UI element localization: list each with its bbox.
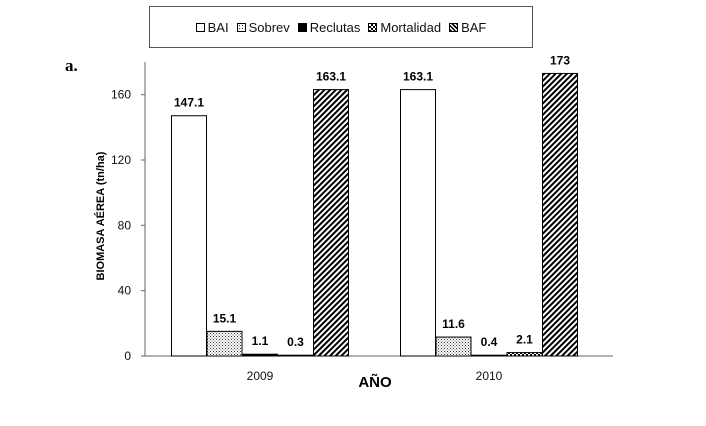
legend-item-mortalidad: Mortalidad <box>368 20 441 35</box>
data-label-sobrev-2010: 11.6 <box>442 317 465 331</box>
panel-label: a. <box>65 56 78 75</box>
data-label-reclutas-2010: 0.4 <box>481 335 498 349</box>
legend-item-baf: BAF <box>449 20 486 35</box>
bar-baf-2009 <box>313 89 349 357</box>
data-label-bai-2009: 147.1 <box>174 96 204 110</box>
legend-swatch-reclutas <box>297 22 307 32</box>
legend-item-bai: BAI <box>195 19 229 35</box>
legend-label-baf: BAF <box>461 19 487 35</box>
legend-label-mortalidad: Mortalidad <box>380 19 442 35</box>
legend-item-sobrev: Sobrev <box>236 19 290 35</box>
bar-sobrev-2010 <box>435 336 472 357</box>
bar-baf-2010 <box>542 72 578 357</box>
bar-sobrev-2009 <box>206 330 243 357</box>
legend-swatch-bai <box>195 22 205 32</box>
data-label-baf-2009: 163.1 <box>316 70 346 84</box>
legend-swatch-sobrev <box>236 22 246 32</box>
bar-mortalidad-2009 <box>277 354 314 357</box>
data-label-mortalidad-2010: 2.1 <box>516 333 533 347</box>
bar-mortalidad-2010 <box>506 352 543 357</box>
y-tick-label: 0 <box>124 349 131 363</box>
legend-item-reclutas: Reclutas <box>297 19 361 35</box>
y-tick-label: 40 <box>118 284 132 298</box>
data-label-reclutas-2009: 1.1 <box>252 334 269 348</box>
data-label-sobrev-2009: 15.1 <box>213 311 237 325</box>
x-tick-label: 2010 <box>476 369 503 383</box>
y-axis-label: BIOMASA AÉREA (tn/ha) <box>95 151 107 281</box>
bar-bai-2009 <box>171 115 207 357</box>
y-tick-label: 120 <box>111 153 131 167</box>
bar-reclutas-2010 <box>471 354 507 357</box>
chart-legend: BAI Sobrev Reclutas Mortalidad BAF <box>149 6 533 48</box>
bar-bai-2010 <box>400 89 436 357</box>
legend-swatch-baf <box>449 22 459 32</box>
y-tick-label: 160 <box>111 88 131 102</box>
data-label-mortalidad-2009: 0.3 <box>287 335 304 349</box>
bar-reclutas-2009 <box>242 353 278 357</box>
legend-label-bai: BAI <box>207 19 229 35</box>
data-label-bai-2010: 163.1 <box>403 70 433 84</box>
data-label-baf-2010: 173 <box>550 53 570 67</box>
y-tick-label: 80 <box>118 218 132 232</box>
x-axis-label: AÑO <box>358 374 392 391</box>
legend-label-reclutas: Reclutas <box>309 19 361 35</box>
legend-swatch-mortalidad <box>368 22 378 32</box>
legend-label-sobrev: Sobrev <box>248 19 290 35</box>
x-tick-label: 2009 <box>247 369 274 383</box>
